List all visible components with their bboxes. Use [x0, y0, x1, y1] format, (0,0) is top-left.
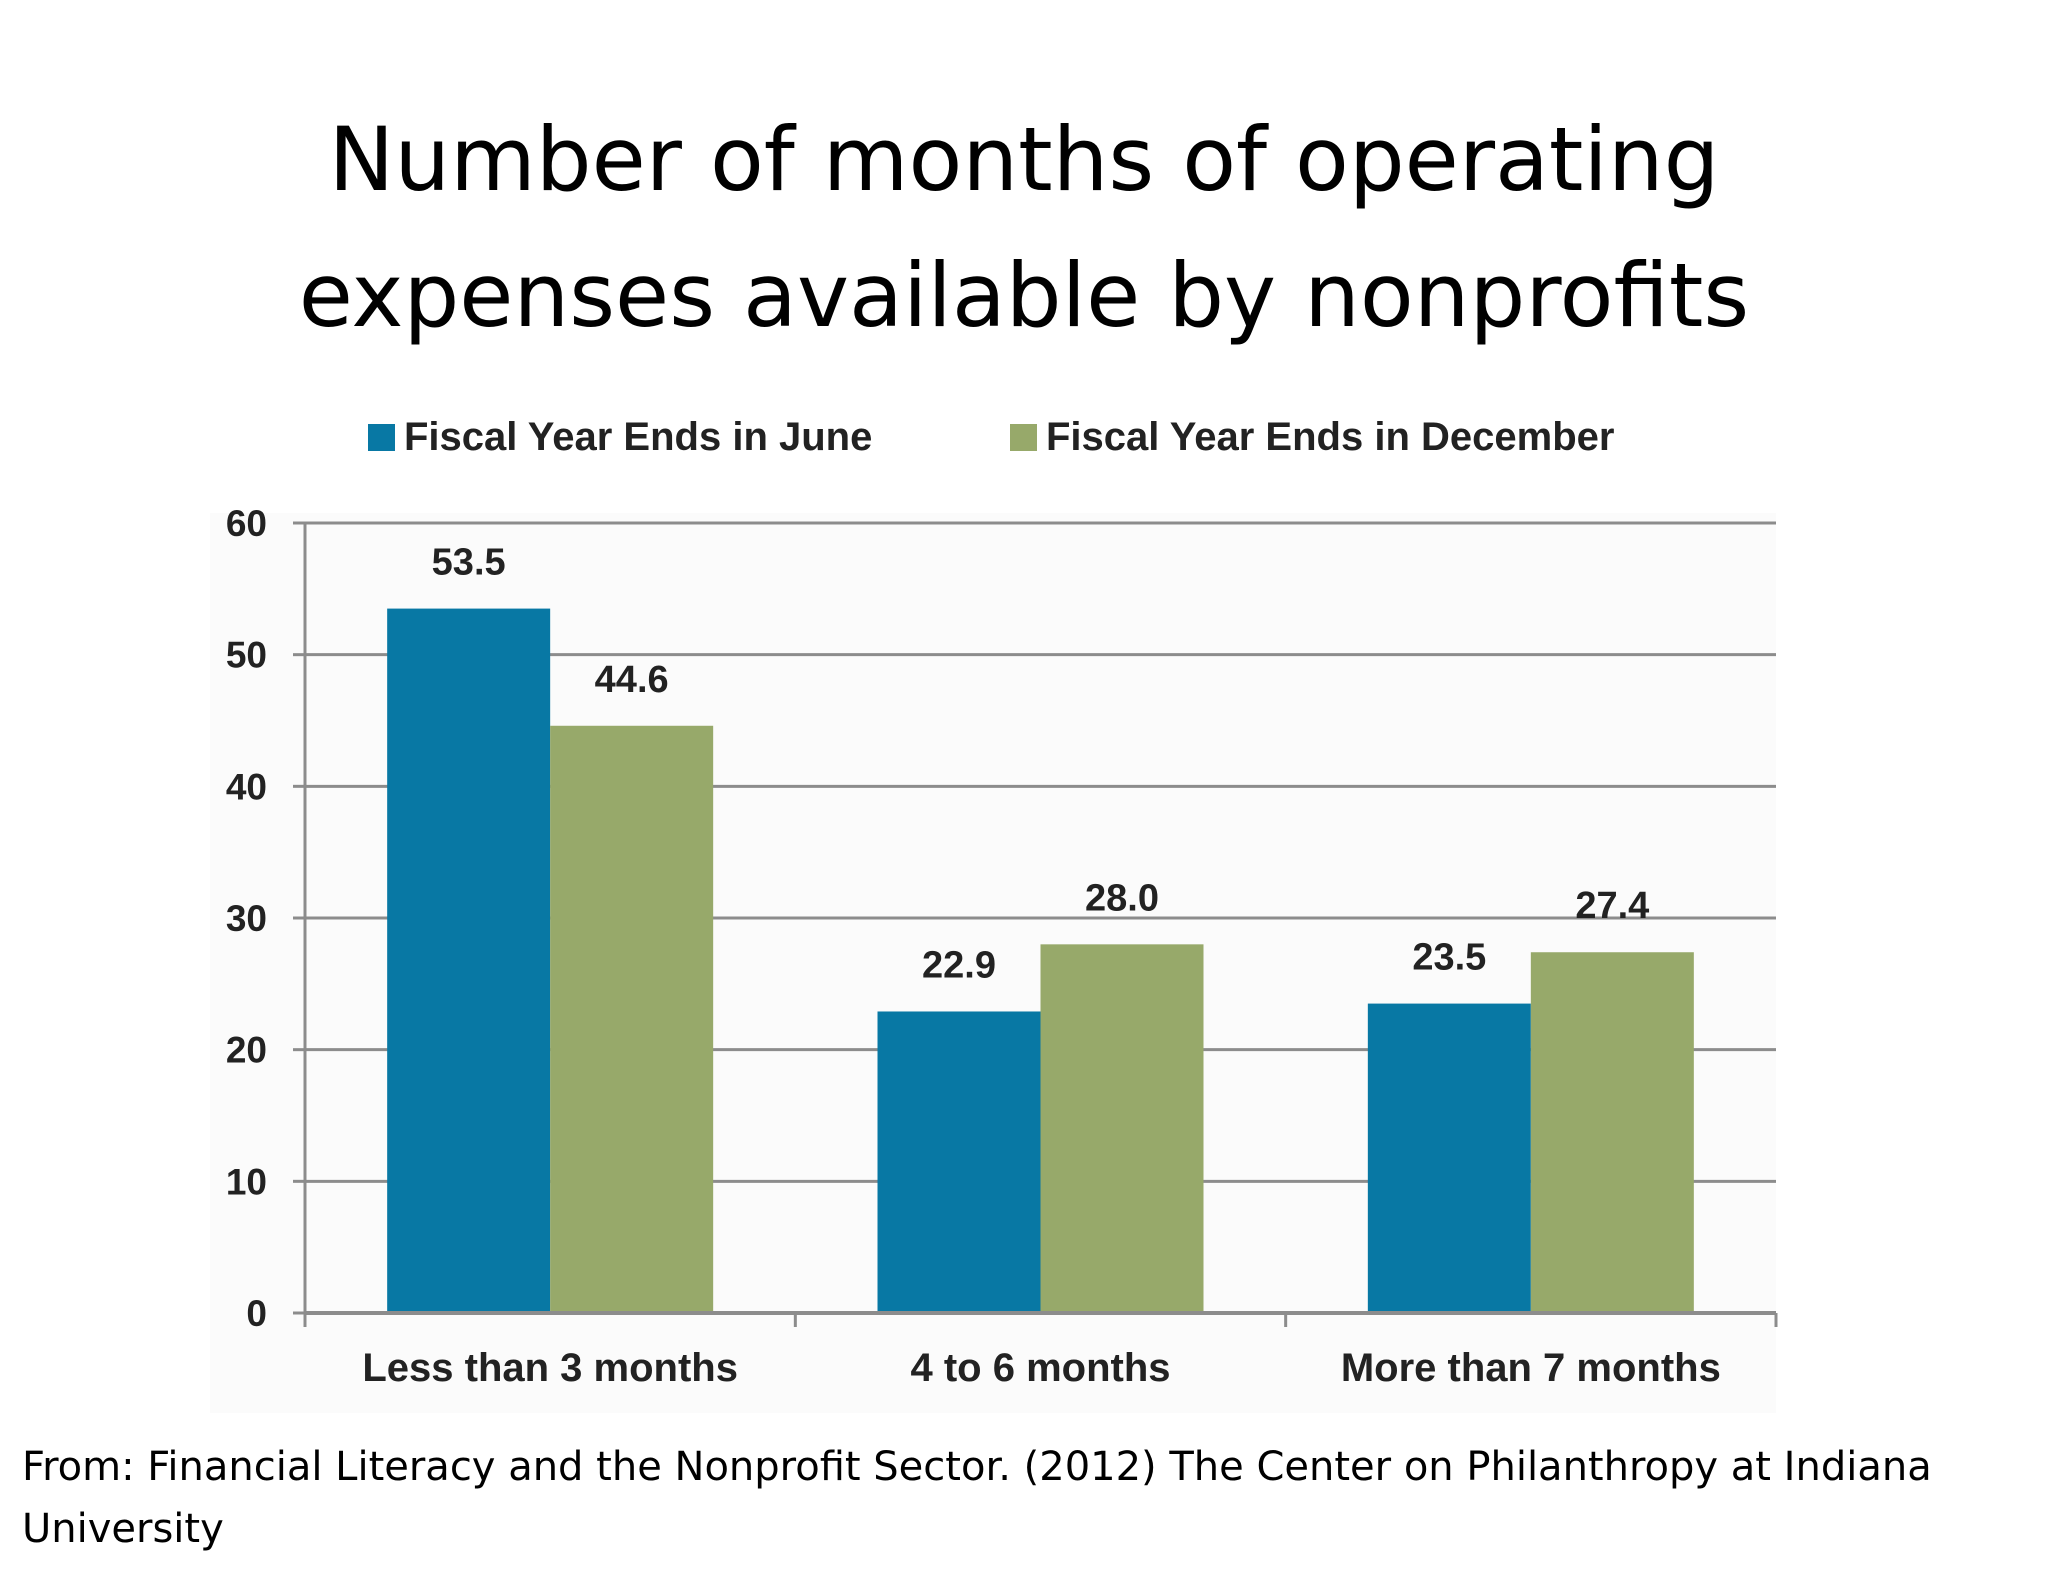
data-label-1-0: 22.9	[922, 944, 996, 986]
slide-title-line-2: expenses available by nonprofits	[298, 244, 1750, 347]
slide-title: Number of months of operating expenses a…	[0, 92, 2048, 364]
category-label-0: Less than 3 months	[362, 1346, 738, 1390]
bar-2-1	[1530, 952, 1694, 1313]
legend-swatch-1	[1010, 424, 1037, 451]
data-label-1-1: 28.0	[1085, 877, 1159, 919]
y-tick-label-5: 50	[226, 635, 267, 676]
slide-title-line-1: Number of months of operating	[328, 108, 1720, 211]
data-label-2-0: 23.5	[1412, 937, 1486, 979]
data-label-0-1: 44.6	[595, 659, 669, 701]
data-label-0-0: 53.5	[432, 542, 506, 584]
y-tick-label-0: 0	[246, 1293, 267, 1334]
bar-chart: 0 10 20 30 40 50 60 53.5 22.9 23.5 44.6 28.0 27.4 Les…	[225, 415, 1778, 1390]
legend-label-1: Fiscal Year Ends in December	[1046, 415, 1614, 459]
y-tick-label-2: 20	[226, 1030, 267, 1071]
category-label-2: More than 7 months	[1341, 1346, 1721, 1390]
y-tick-label-4: 40	[226, 766, 267, 807]
bar-0-0	[387, 608, 551, 1313]
bar-1-1	[1040, 944, 1204, 1313]
source-note-line-2: University	[22, 1506, 224, 1552]
category-label-1: 4 to 6 months	[910, 1346, 1170, 1390]
y-tick-label-3: 30	[226, 898, 267, 939]
source-note: From: Financial Literacy and the Nonprof…	[22, 1436, 2022, 1560]
data-label-2-1: 27.4	[1575, 885, 1649, 927]
y-tick-label-6: 60	[226, 503, 267, 544]
bar-1-0	[877, 1011, 1041, 1313]
y-tick-label-1: 10	[226, 1161, 267, 1202]
bar-2-0	[1367, 1003, 1531, 1313]
legend-label-0: Fiscal Year Ends in June	[404, 415, 872, 459]
legend-swatch-0	[368, 424, 395, 451]
source-note-line-1: From: Financial Literacy and the Nonprof…	[22, 1444, 1932, 1490]
bar-0-1	[550, 725, 714, 1313]
